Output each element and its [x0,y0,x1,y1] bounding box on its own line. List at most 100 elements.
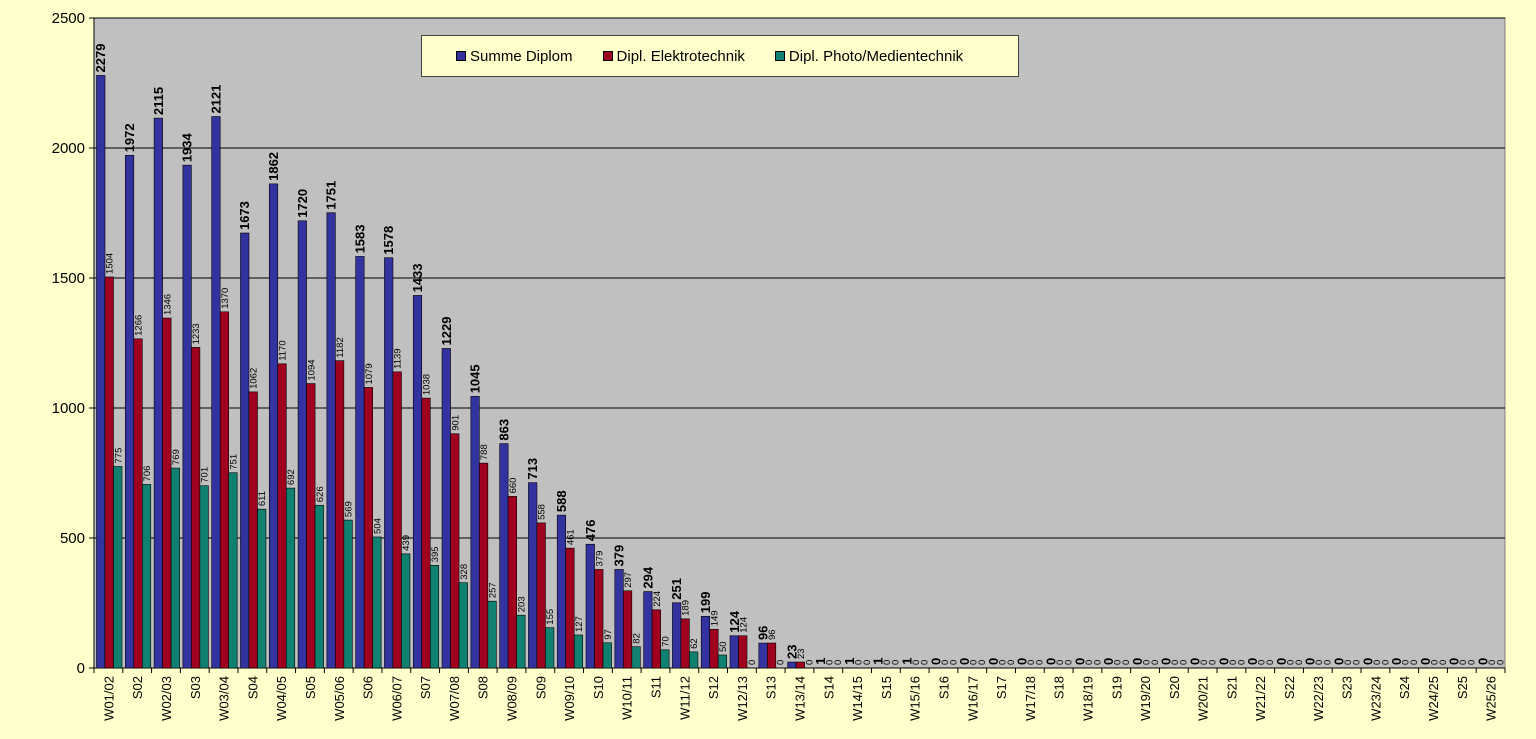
bar-series-0 [499,443,509,669]
data-label-series-1: 23 [796,648,807,659]
data-label-series-2: 504 [372,518,383,534]
data-label-series-0: 0 [1418,658,1433,665]
data-label-series-1: 461 [565,529,576,545]
legend-entry-medientechnik: Dipl. Photo/Medientechnik [774,48,963,65]
x-tick-label: S05 [303,676,318,699]
data-label-series-1: 0 [882,660,893,665]
bar-series-0 [470,395,480,669]
data-label-series-0: 1045 [468,364,483,393]
data-label-series-1: 297 [623,572,634,588]
bar-series-2 [199,485,209,669]
data-label-series-0: 1583 [352,224,367,253]
bar-series-2 [458,582,468,669]
data-label-series-0: 1 [842,658,857,665]
data-label-series-1: 1346 [162,294,173,315]
data-label-series-1: 0 [1170,660,1181,665]
bar-series-1 [104,276,114,669]
data-label-series-1: 0 [1257,660,1268,665]
bar-series-2 [631,646,641,669]
x-tick-label: S12 [706,676,721,699]
bar-series-1 [565,547,575,669]
data-label-series-0: 0 [928,658,943,665]
data-label-series-0: 1720 [295,189,310,218]
data-label-series-2: 50 [718,641,729,652]
x-tick-label: W11/12 [677,676,692,720]
bar-series-2 [343,519,353,669]
x-tick-label: S18 [1052,676,1067,699]
data-label-series-2: 0 [747,660,758,665]
legend-swatch-summe-diplom [456,51,466,61]
bar-series-1 [450,433,460,669]
data-label-series-0: 0 [1475,658,1490,665]
bar-series-1 [421,397,431,669]
bar-series-2 [516,614,526,669]
data-label-series-1: 1139 [393,348,404,368]
bar-series-0 [556,514,567,669]
x-tick-label: S02 [130,676,145,699]
x-tick-label: W24/25 [1426,676,1441,721]
data-label-series-0: 1578 [381,226,396,255]
data-label-series-1: 0 [1228,660,1239,665]
data-label-series-0: 0 [986,658,1001,665]
data-label-series-2: 0 [1035,660,1046,665]
x-tick-label: S08 [476,676,491,699]
bar-series-0 [297,220,307,669]
y-tick-label: 0 [77,660,85,677]
bar-series-1 [767,642,777,669]
bar-series-0 [441,348,451,669]
data-label-series-2: 0 [862,660,873,665]
bar-series-2 [602,642,612,669]
bar-series-0 [240,232,250,669]
bar-series-2 [689,651,699,669]
data-label-series-2: 0 [776,660,787,665]
data-label-series-0: 0 [1159,658,1174,665]
data-label-series-2: 0 [1467,660,1478,665]
x-tick-label: W16/17 [965,676,980,721]
data-label-series-1: 379 [594,551,605,567]
data-label-series-2: 82 [632,633,643,644]
x-tick-label: W22/23 [1311,676,1326,721]
data-label-series-1: 1266 [134,315,145,336]
bar-series-1 [738,635,748,669]
bar-series-2 [228,472,238,669]
data-label-series-0: 0 [1245,658,1260,665]
x-tick-label: S19 [1109,676,1124,699]
data-label-series-2: 611 [257,491,268,506]
data-label-series-1: 1038 [422,374,433,395]
bar-series-1 [335,360,345,669]
legend-swatch-medientechnik [774,51,785,61]
bar-series-2 [285,487,296,669]
x-tick-label: S15 [879,676,894,699]
data-label-series-1: 189 [681,600,692,616]
data-label-series-1: 0 [1314,660,1325,665]
bar-series-1 [594,569,604,669]
data-label-series-1: 0 [1285,660,1296,665]
x-tick-label: W19/20 [1138,676,1153,721]
data-label-series-1: 0 [1429,660,1440,665]
x-tick-label: W06/07 [389,676,404,721]
data-label-series-0: 1934 [180,132,195,162]
x-tick-label: S03 [188,676,203,699]
data-label-series-2: 692 [286,469,297,485]
x-tick-label: W18/19 [1080,676,1095,721]
x-tick-label: W09/10 [562,676,577,721]
bar-series-2 [545,627,555,669]
x-tick-label: S23 [1340,676,1355,699]
bar-series-1 [680,618,690,669]
data-label-series-2: 0 [804,660,815,665]
bar-series-1 [709,628,719,669]
data-label-series-2: 0 [1236,660,1247,665]
bar-series-2 [257,508,267,669]
data-label-series-0: 379 [612,545,627,567]
data-label-series-2: 706 [142,466,153,482]
data-label-series-1: 1182 [335,337,346,357]
x-tick-label: S07 [418,676,433,699]
data-label-series-2: 0 [1179,660,1190,665]
bar-series-2 [429,564,440,669]
data-label-series-0: 199 [698,592,713,614]
data-label-series-2: 0 [1351,660,1362,665]
bar-series-1 [191,347,201,669]
data-label-series-2: 775 [113,448,124,464]
